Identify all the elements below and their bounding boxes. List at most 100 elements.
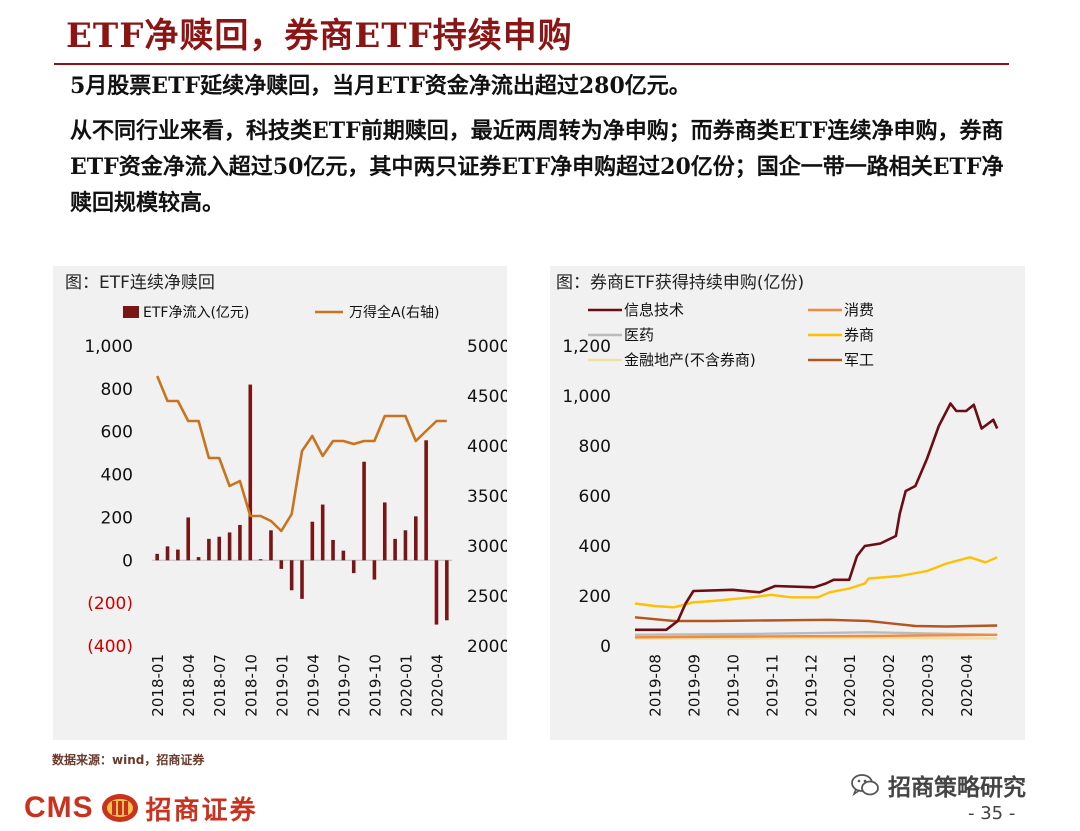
chart2-series-line [634,631,998,636]
chart2-x-tick: 2019-11 [763,654,781,717]
chart1-yright-tick: 3000 [467,537,507,557]
wechat-icon [851,774,879,797]
chart1-yleft-tick: 400 [101,466,133,486]
chart2-legend-label: 金融地产(不含券商) [624,351,756,369]
chart2-y-tick: 1,200 [562,337,611,357]
summary-paragraph-1: 5月股票ETF延续净赎回，当月ETF资金净流出超过280亿元。 [70,73,691,99]
chart1-bar [403,530,408,561]
chart2-legend-label: 消费 [844,301,874,319]
chart2-y-tick: 1,000 [562,387,611,407]
chart1-legend-bar-label: ETF净流入(亿元) [143,305,249,321]
page-title: ETF净赎回，券商ETF持续申购 [66,16,573,56]
chart1-bar [300,560,304,599]
chart1-yleft-tick: 0 [122,551,133,571]
chart1-x-tick: 2018-10 [242,654,260,717]
chart2-y-tick: 800 [579,437,611,457]
chart2-legend-label: 军工 [844,351,874,369]
chart2-x-tick: 2019-08 [646,654,664,717]
chart1-x-tick: 2019-01 [273,654,291,717]
chart1-bar [310,521,315,561]
chart1-bar [196,557,201,561]
broker-etf-chart-panel: 图：券商ETF获得持续申购(亿份) 信息技术 消费 医药 券商 金融地产(不含券商) 军工… [550,266,1025,740]
chart1-index-line [155,375,447,533]
title-divider [54,63,1009,65]
chart1-yright-tick: 3500 [467,487,507,507]
chart1-x-tick: 2020-01 [397,654,415,717]
chart1-yleft-tick: (200) [87,594,133,614]
chart2-series-line [635,402,999,632]
chart1-bar [289,560,294,591]
chart1-x-tick: 2020-04 [428,654,446,717]
chart2-x-tick: 2020-03 [919,654,937,717]
chart1-x-tick: 2018-01 [149,654,167,717]
chart1-yleft-tick: 200 [101,508,133,528]
chart1-bar [351,560,356,574]
chart2-series-line [634,633,998,639]
chart2-x-tick: 2020-01 [841,654,859,717]
chart1-yleft-tick: 800 [101,380,133,400]
chart1-yleft-tick: 600 [101,423,133,443]
chart1-title: 图：ETF连续净赎回 [65,273,215,293]
chart1-yleft-tick: 1,000 [84,337,133,357]
chart1-yright-tick: 5000 [467,337,507,357]
chart2-x-tick: 2019-10 [724,654,742,717]
chart1-bar [176,549,180,561]
summary-paragraph-2: 从不同行业来看，科技类ETF前期赎回，最近两周转为净申购；而券商类ETF连续净申… [70,118,1004,216]
chart2-y-tick: 600 [579,487,611,507]
chart1-bar [238,524,242,561]
page-number: - 35 - [968,803,1016,824]
chart1-bar [362,461,366,561]
chart1-yright-tick: 4500 [467,387,507,407]
chart2-series-line [635,636,998,640]
chart2-x-tick: 2020-04 [958,654,976,717]
chart1-bar [258,559,263,561]
wechat-account: 招商策略研究 [850,768,1026,802]
chart1-bar [331,539,335,561]
chart1-x-tick: 2019-07 [335,654,353,717]
chart2-series-line [634,616,998,628]
chart1-bar [269,530,273,561]
chart1-x-tick: 2019-04 [304,654,322,717]
logo-emblem-icon [101,794,138,822]
wechat-account-name: 招商策略研究 [888,775,1026,801]
chart2-legend-label: 医药 [624,326,654,344]
chart2-x-tick: 2019-12 [802,654,820,717]
chart1-yright-tick: 2000 [467,637,507,657]
company-logo: CMS 招商证券 [24,790,258,826]
chart1-yleft-tick: (400) [87,637,133,657]
chart1-bar [445,560,449,621]
chart1-yright-tick: 2500 [467,587,507,607]
chart2-x-tick: 2020-02 [880,654,898,717]
chart1-bar [217,536,222,561]
chart1-x-tick: 2019-10 [366,654,384,717]
logo-cms-text: CMS [24,791,94,824]
chart2-legend-label: 券商 [844,326,874,344]
chart1-bar [382,502,387,561]
chart2-y-tick: 400 [579,537,611,557]
chart1-legend-line-label: 万得全A(右轴) [349,304,440,321]
logo-company-name: 招商证券 [145,795,258,826]
data-source-note: 数据来源：wind，招商证券 [52,753,205,767]
chart2-y-tick: 200 [579,587,611,607]
chart2-y-tick: 0 [600,637,611,657]
chart2-legend-label: 信息技术 [624,301,684,319]
chart1-bar [393,538,397,561]
etf-flow-chart-panel: 图：ETF连续净赎回 ETF净流入(亿元) 万得全A(右轴) 1,000 800 6… [53,266,507,740]
chart1-bar [341,550,346,561]
chart1-bar [186,517,191,561]
chart1-bar [279,560,284,569]
chart1-bar [413,516,418,561]
chart2-series-line [634,556,998,609]
chart1-legend-bar-swatch [123,306,139,318]
chart1-bar [434,560,439,625]
chart1-bar [155,553,159,561]
chart1-yright-tick: 4000 [467,437,507,457]
chart1-bar [207,538,211,561]
chart1-bar [248,384,253,561]
chart1-bar [424,440,428,561]
chart1-bar [372,560,377,580]
chart1-bar [227,532,232,561]
chart1-x-tick: 2018-04 [180,654,198,717]
etf-flow-chart: 图：ETF连续净赎回 ETF净流入(亿元) 万得全A(右轴) 1,000 800 6… [65,273,507,717]
